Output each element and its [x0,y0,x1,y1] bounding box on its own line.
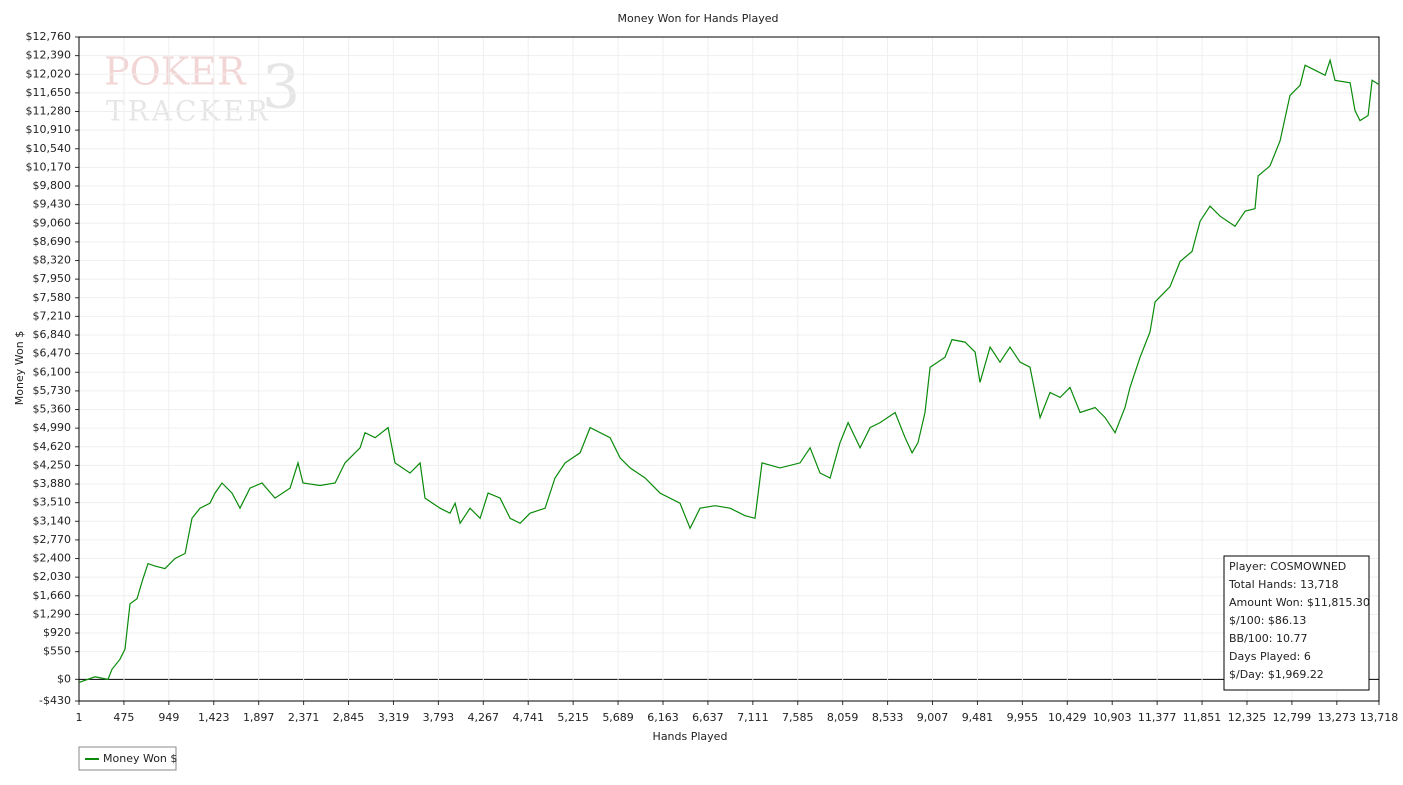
x-tick-label: 11,377 [1138,711,1177,724]
x-tick-label: 12,799 [1273,711,1312,724]
y-tick-label: $4,990 [33,421,72,434]
y-tick-label: $12,020 [26,67,72,80]
y-tick-label: $7,580 [33,291,72,304]
x-tick-label: 4,741 [512,711,544,724]
y-tick-label: $5,730 [33,384,72,397]
plot: -$430 $0 $550 $920 $1,290 $1,660 $2,030 $2,400 $… [26,30,1399,724]
x-tick-label: 6,163 [647,711,679,724]
x-tick-label: 475 [113,711,134,724]
stats-line: BB/100: 10.77 [1229,632,1308,645]
stats-frame [1223,555,1370,691]
legend-frame [78,746,177,771]
x-tick-label: 6,637 [692,711,724,724]
y-tick-label: -$430 [39,694,71,707]
y-tick-label: $9,060 [33,216,72,229]
stats-line: Amount Won: $11,815.30 [1229,596,1370,609]
x-tick-label: 1,897 [243,711,275,724]
y-tick-label: $550 [43,645,71,658]
y-tick-label: $10,910 [26,123,72,136]
y-tick-label: $6,840 [33,328,72,341]
y-tick-label: $12,390 [26,49,72,62]
legend-label: Money Won $ [103,752,177,765]
series-line [78,58,1380,683]
y-axis-label: Money Won $ [13,331,26,405]
y-tick-label: $3,140 [33,514,72,527]
y-tick-label: $1,660 [33,589,72,602]
x-tick-label: 11,851 [1183,711,1222,724]
x-tick-label: 4,267 [468,711,500,724]
x-tick-label: 5,215 [557,711,589,724]
y-tick-label: $8,320 [33,254,72,267]
y-tick-label: $4,620 [33,440,72,453]
y-tick-label: $10,170 [26,160,72,173]
x-tick-label: 7,111 [737,711,769,724]
x-tick-label: 3,793 [423,711,455,724]
y-tick-label: $920 [43,626,71,639]
y-tick-label: $3,880 [33,477,72,490]
y-tick-label: $9,800 [33,179,72,192]
watermark-text: POKER [104,50,247,94]
y-tick-label: $8,690 [33,235,72,248]
watermark-text: 3 [262,53,300,123]
watermark-text: TRACKER [106,95,271,128]
x-tick-label: 8,533 [872,711,904,724]
x-tick-label: 10,429 [1048,711,1087,724]
y-tick-label: $0 [57,672,71,685]
y-tick-label: $11,650 [26,86,72,99]
y-tick-label: $2,030 [33,570,72,583]
y-tick-label: $4,250 [33,458,72,471]
y-tick-label: $2,400 [33,552,72,565]
y-tick-label: $6,100 [33,365,72,378]
x-tick-label: 13,273 [1318,711,1357,724]
stats-line: $/Day: $1,969.22 [1229,668,1324,681]
x-tick-label: 8,059 [827,711,859,724]
x-tick-label: 2,845 [333,711,365,724]
y-tick-label: $12,760 [26,30,72,43]
x-tick-label: 13,718 [1360,711,1399,724]
y-tick-label: $1,290 [33,607,72,620]
stats-line: Total Hands: 13,718 [1228,578,1339,591]
stats-line: Player: COSMOWNED [1229,560,1346,573]
y-tick-label: $9,430 [33,198,72,211]
x-tick-label: 9,481 [962,711,994,724]
y-tick-label: $5,360 [33,403,72,416]
x-tick-label: 3,319 [378,711,410,724]
x-tick-label: 1 [76,711,83,724]
y-tick-label: $2,770 [33,533,72,546]
x-tick-label: 1,423 [198,711,230,724]
stats-line: $/100: $86.13 [1229,614,1306,627]
x-axis-label: Hands Played [653,730,728,743]
x-tick-label: 9,955 [1007,711,1039,724]
x-tick-label: 7,585 [782,711,814,724]
x-tick-label: 12,325 [1228,711,1267,724]
stats-line: Days Played: 6 [1229,650,1311,663]
x-tick-label: 949 [158,711,179,724]
x-tick-label: 5,689 [602,711,634,724]
chart-title: Money Won for Hands Played [618,12,779,25]
watermark: POKER TRACKER 3 [104,50,300,128]
y-tick-label: $6,470 [33,347,72,360]
legend: Money Won $ [78,746,177,771]
x-tick-label: 10,903 [1093,711,1132,724]
x-tick-label: 2,371 [288,711,320,724]
stats-box: Player: COSMOWNED Total Hands: 13,718 Amou… [1223,555,1370,691]
y-tick-label: $7,950 [33,272,72,285]
y-tick-label: $3,510 [33,496,72,509]
y-tick-label: $7,210 [33,309,72,322]
plot-frame [78,36,1380,702]
y-tick-label: $10,540 [26,142,72,155]
x-tick-label: 9,007 [917,711,949,724]
y-tick-label: $11,280 [26,105,72,118]
